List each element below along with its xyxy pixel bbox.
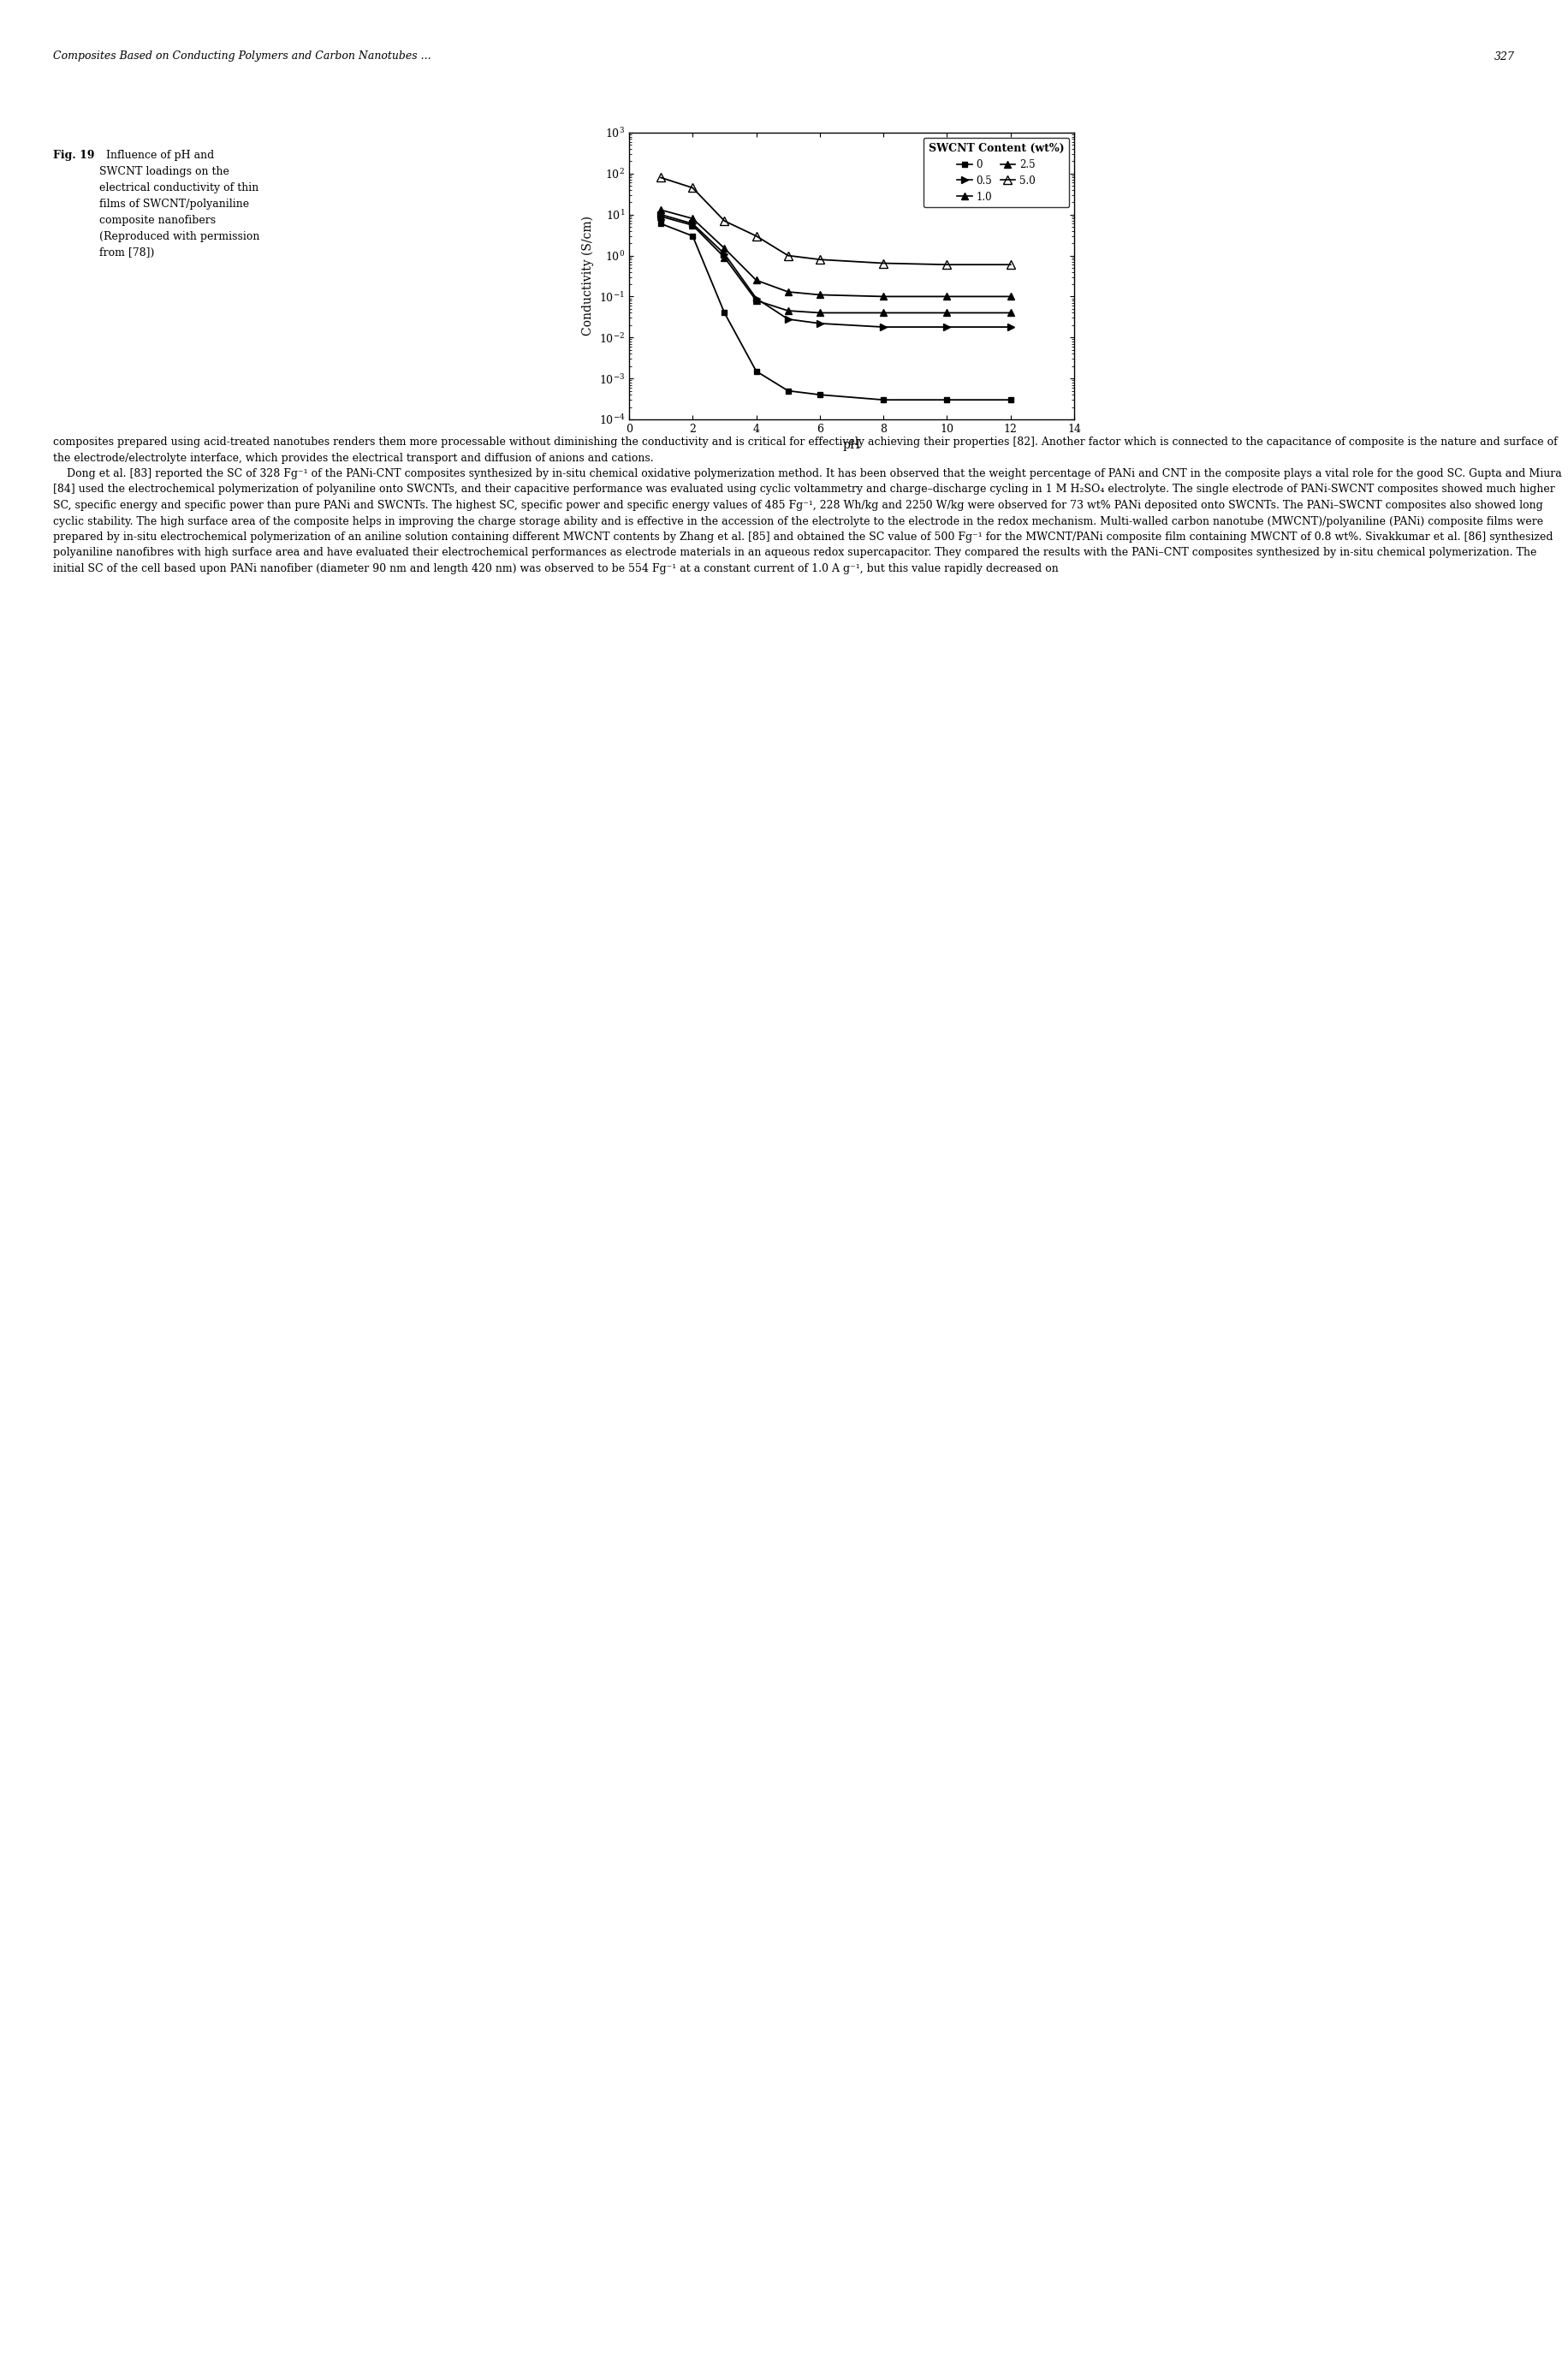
0.5	[873, 314, 892, 342]
0.5	[811, 309, 829, 337]
2.5	[1000, 283, 1019, 311]
0.5	[715, 240, 734, 268]
1.0	[779, 297, 798, 326]
Line: 0: 0	[659, 221, 1013, 404]
Text: composites prepared using acid-treated nanotubes renders them more processable w: composites prepared using acid-treated n…	[53, 437, 1562, 575]
0.5	[746, 285, 765, 314]
2.5	[873, 283, 892, 311]
0.5	[684, 209, 702, 238]
0.5	[938, 314, 956, 342]
Text: Composites Based on Conducting Polymers and Carbon Nanotubes ...: Composites Based on Conducting Polymers …	[53, 50, 431, 62]
Text: Fig. 19: Fig. 19	[53, 150, 94, 162]
1.0	[938, 299, 956, 328]
Line: 0.5: 0.5	[657, 211, 1014, 330]
0	[811, 380, 829, 409]
1.0	[1000, 299, 1019, 328]
2.5	[684, 204, 702, 233]
1.0	[873, 299, 892, 328]
0.5	[651, 200, 670, 228]
5.0	[1000, 249, 1019, 278]
X-axis label: pH: pH	[842, 440, 861, 451]
1.0	[746, 285, 765, 314]
5.0	[811, 245, 829, 273]
0.5	[1000, 314, 1019, 342]
2.5	[938, 283, 956, 311]
2.5	[651, 195, 670, 223]
0	[684, 221, 702, 249]
Legend: 0, 0.5, 1.0, 2.5, 5.0: 0, 0.5, 1.0, 2.5, 5.0	[924, 138, 1069, 207]
1.0	[684, 211, 702, 240]
5.0	[779, 242, 798, 271]
5.0	[651, 164, 670, 192]
5.0	[746, 221, 765, 249]
Line: 1.0: 1.0	[657, 214, 1014, 316]
1.0	[715, 242, 734, 271]
0.5	[779, 304, 798, 333]
0	[746, 356, 765, 385]
2.5	[746, 266, 765, 295]
0	[873, 385, 892, 413]
0	[779, 375, 798, 404]
1.0	[811, 299, 829, 328]
Text: 327: 327	[1494, 50, 1515, 62]
5.0	[715, 207, 734, 235]
5.0	[873, 249, 892, 278]
Text: Influence of pH and
SWCNT loadings on the
electrical conductivity of thin
films : Influence of pH and SWCNT loadings on th…	[99, 150, 260, 259]
2.5	[779, 278, 798, 307]
1.0	[651, 202, 670, 230]
0	[651, 209, 670, 238]
0	[715, 299, 734, 328]
2.5	[811, 280, 829, 309]
5.0	[938, 249, 956, 278]
2.5	[715, 235, 734, 264]
5.0	[684, 173, 702, 202]
0	[1000, 385, 1019, 413]
Line: 5.0: 5.0	[657, 173, 1014, 268]
0	[938, 385, 956, 413]
Line: 2.5: 2.5	[657, 207, 1014, 299]
Y-axis label: Conductivity (S/cm): Conductivity (S/cm)	[582, 216, 594, 335]
